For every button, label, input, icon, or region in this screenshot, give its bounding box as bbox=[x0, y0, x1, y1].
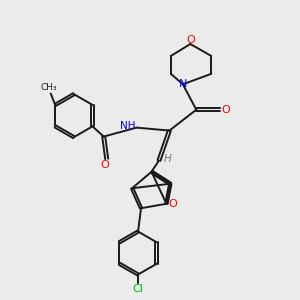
Text: CH₃: CH₃ bbox=[40, 83, 57, 92]
Text: O: O bbox=[221, 105, 230, 115]
Text: H: H bbox=[164, 154, 171, 164]
Text: Cl: Cl bbox=[133, 284, 143, 294]
Text: NH: NH bbox=[120, 121, 135, 130]
Text: O: O bbox=[169, 199, 177, 209]
Text: O: O bbox=[101, 160, 110, 170]
Text: N: N bbox=[179, 79, 187, 89]
Text: O: O bbox=[186, 35, 195, 45]
